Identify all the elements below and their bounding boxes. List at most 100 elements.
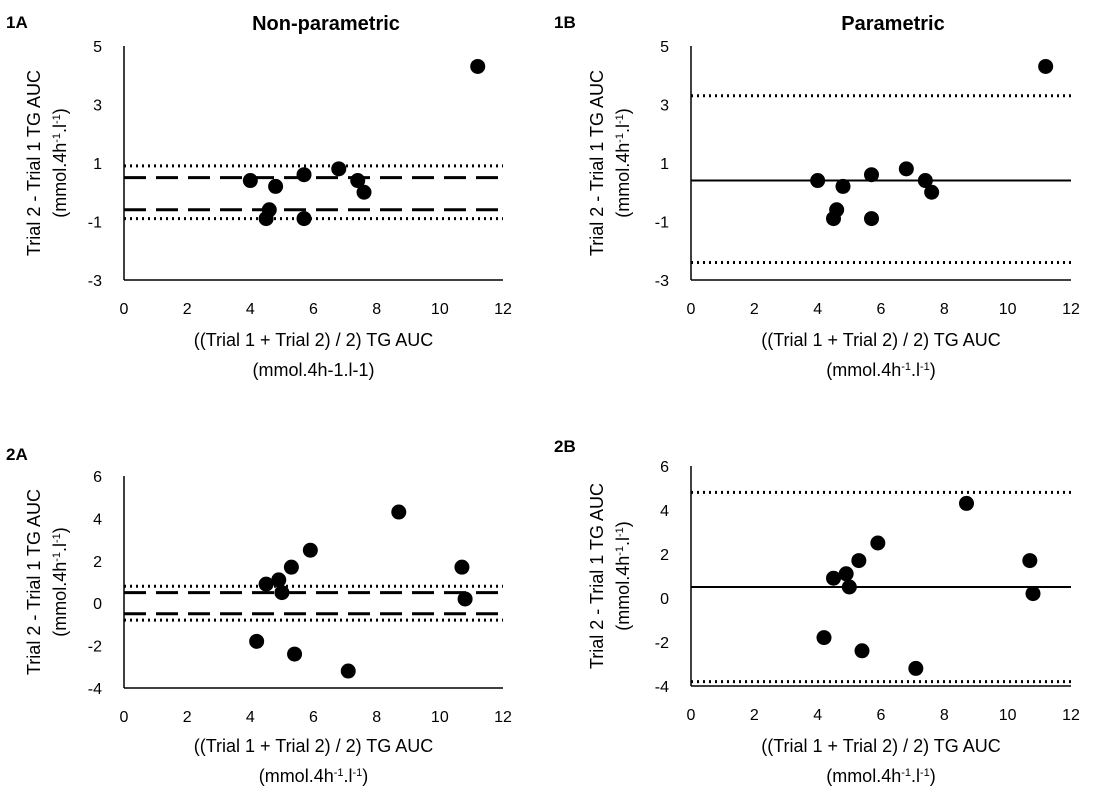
data-point: [864, 211, 879, 227]
unit-text: ): [930, 360, 936, 380]
y-tick-label: 5: [93, 39, 102, 56]
x-tick-label: 8: [372, 301, 381, 318]
chart-title: Non-parametric: [252, 13, 400, 35]
x-tick-label: 4: [246, 709, 255, 726]
y-tick-label: 5: [660, 39, 669, 56]
unit-text: .l: [613, 124, 633, 133]
x-tick-label: 0: [120, 709, 129, 726]
unit-text: .l: [613, 537, 633, 546]
x-tick-label: 10: [999, 707, 1017, 724]
x-tick-label: 10: [999, 301, 1017, 318]
x-tick-label: 6: [877, 707, 886, 724]
chart-panel-2b: 2B -4 -2 0 2 4 6 0 2 4 6 8 10 12 ((Trial 1 + Trial 2) …: [554, 437, 1080, 786]
axis-unit-label: (mmol.4h-1.l-1): [613, 108, 633, 218]
axis-unit-label: (mmol.4h-1.l-1): [826, 360, 936, 380]
data-point: [302, 542, 318, 558]
chart-panel-1b: 1B Parametric -3 -1 1 3 5 0 2 4 6 8 10 12 ((Trial 1 + …: [554, 13, 1080, 380]
data-point: [826, 570, 841, 586]
axis-unit-label: (mmol.4h-1.l-1): [826, 766, 936, 786]
data-point: [283, 559, 299, 575]
unit-superscript: -1: [920, 361, 930, 373]
data-point: [457, 591, 473, 607]
x-axis-label: ((Trial 1 + Trial 2) / 2) TG AUC: [761, 736, 1001, 756]
axis-unit-label: (mmol.4h-1.l-1): [50, 108, 70, 218]
unit-text: ): [613, 521, 633, 527]
x-tick-label: 10: [431, 709, 449, 726]
unit-superscript: -1: [353, 767, 363, 779]
x-tick-label: 2: [183, 709, 192, 726]
data-point: [854, 643, 870, 659]
data-point: [870, 535, 886, 551]
x-tick-label: 0: [120, 301, 129, 318]
x-axis-label: ((Trial 1 + Trial 2) / 2) TG AUC: [194, 330, 434, 350]
data-point: [356, 184, 372, 200]
y-tick-label: 2: [93, 554, 102, 571]
y-tick-label: -1: [655, 215, 669, 232]
data-point: [1022, 553, 1038, 569]
x-tick-label: 6: [309, 301, 318, 318]
data-point: [810, 173, 826, 189]
data-point: [816, 630, 832, 646]
y-tick-label: 4: [93, 511, 102, 528]
x-tick-label: 6: [309, 709, 318, 726]
unit-text: (mmol.4h: [826, 766, 901, 786]
axis-unit-label: (mmol.4h-1.l-1): [613, 521, 633, 631]
data-point: [1038, 58, 1054, 74]
panel-label: 2B: [554, 437, 576, 456]
unit-text: ): [50, 108, 70, 114]
data-point: [917, 173, 933, 189]
y-axis-label: Trial 2 - Trial 1 TG AUC: [587, 483, 607, 669]
panel-label: 1A: [6, 13, 28, 32]
unit-superscript: -1: [334, 767, 344, 779]
y-tick-label: -1: [88, 215, 102, 232]
unit-text: .l: [50, 124, 70, 133]
x-tick-label: 0: [687, 301, 696, 318]
unit-text: .l: [911, 766, 920, 786]
data-point: [258, 576, 274, 592]
data-point: [287, 646, 303, 662]
unit-superscript: -1: [920, 767, 930, 779]
unit-superscript: -1: [51, 533, 63, 543]
y-tick-label: 6: [660, 459, 669, 476]
data-point: [898, 161, 914, 177]
x-axis-label: ((Trial 1 + Trial 2) / 2) TG AUC: [761, 330, 1001, 350]
x-tick-label: 6: [877, 301, 886, 318]
y-tick-label: -2: [655, 635, 669, 652]
y-tick-label: -3: [655, 273, 669, 290]
x-tick-label: 0: [687, 707, 696, 724]
y-tick-label: 1: [93, 156, 102, 173]
unit-text: (mmol.4h: [50, 143, 70, 218]
chart-title: Parametric: [841, 13, 944, 35]
data-point: [924, 184, 940, 200]
unit-text: ): [362, 766, 368, 786]
data-point: [274, 585, 290, 601]
data-point: [851, 553, 867, 569]
x-tick-label: 12: [1062, 707, 1080, 724]
data-point: [261, 202, 277, 218]
data-point: [908, 660, 924, 676]
data-point: [864, 167, 879, 183]
data-point: [835, 178, 851, 194]
data-point: [268, 178, 284, 194]
unit-superscript: -1: [614, 133, 626, 143]
data-point: [296, 167, 312, 183]
data-point: [841, 579, 857, 595]
x-tick-label: 4: [246, 301, 255, 318]
y-tick-label: 2: [660, 547, 669, 564]
x-tick-label: 2: [750, 301, 759, 318]
axis-unit-label: (mmol.4h-1.l-1): [50, 527, 70, 637]
unit-text: .l: [911, 360, 920, 380]
data-point: [454, 559, 470, 575]
data-point: [470, 58, 486, 74]
chart-panel-1a: 1A Non-parametric -3 -1 1 3 5 0 2 4 6 8 10 12 ((Trial …: [6, 13, 512, 380]
unit-text: .l: [344, 766, 353, 786]
y-tick-label: -3: [88, 273, 102, 290]
unit-text: (mmol.4h: [259, 766, 334, 786]
x-tick-label: 12: [1062, 301, 1080, 318]
data-point: [340, 663, 356, 679]
unit-superscript: -1: [901, 361, 911, 373]
unit-text: (mmol.4h: [613, 556, 633, 631]
y-tick-label: 3: [660, 98, 669, 115]
unit-text: (mmol.4h: [50, 562, 70, 637]
